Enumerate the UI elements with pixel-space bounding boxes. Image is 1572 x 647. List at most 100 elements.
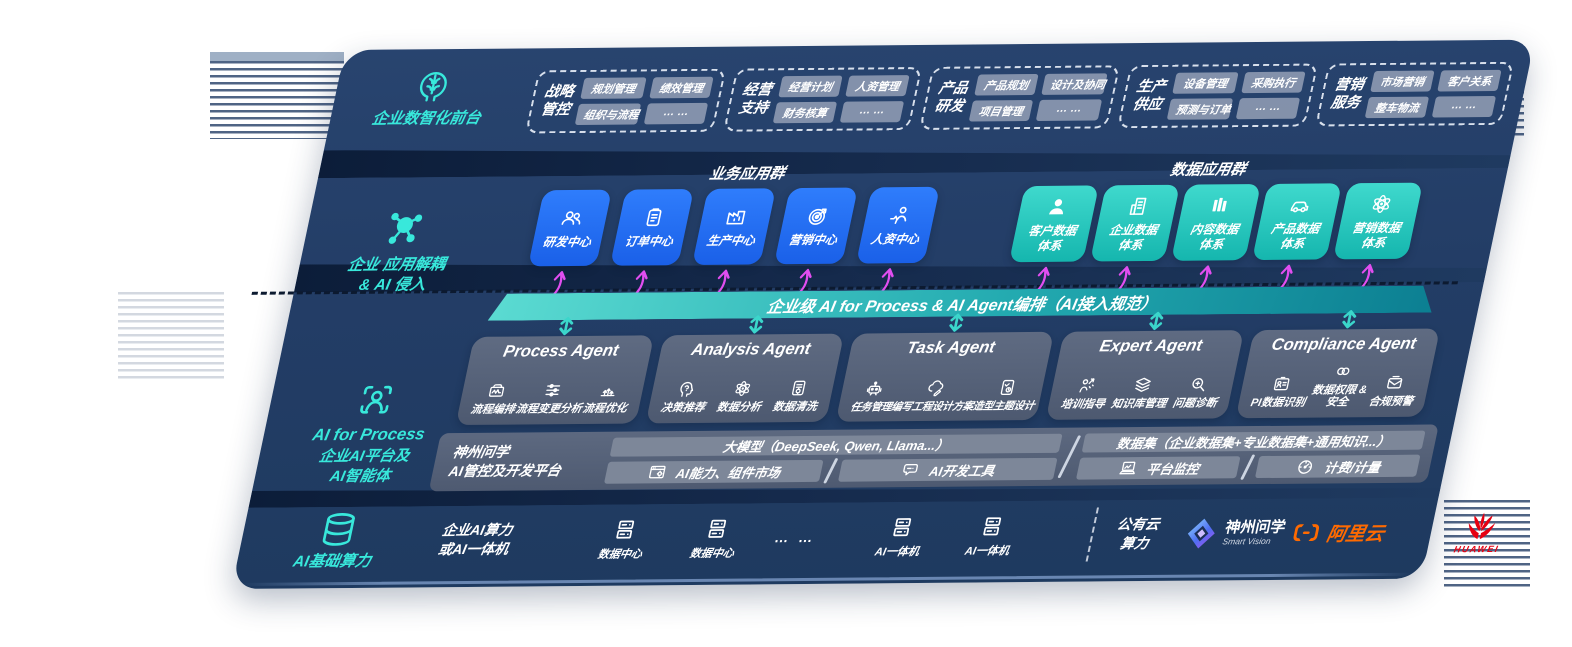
platform-label: 神州问学 AI管控及开发平台 [447,443,563,480]
tile-wrap: 订单中心 [609,188,695,310]
platform-model-section: 大模型（DeepSeek, Qwen, Llama...） AI能力、组件市场 … [603,433,1063,484]
module-pill: 人资管理 [845,75,910,97]
dataset-bar: 数据集（企业数据集+专业数据集+通用知识...） [1081,430,1426,453]
node-label: AI一体机 [963,544,1011,558]
link-rings-icon [1331,361,1355,381]
module-pill: 设备管理 [1172,72,1239,94]
tile-marketing-data: 营销数据 体系 [1332,182,1423,260]
enterprise-compute-label: 企业AI算力 或AI一体机 [436,521,515,558]
agent-item: 编写工程设计方案 [890,377,979,413]
infra-label: AI基础算力 [291,552,373,571]
agent-title: Expert Agent [1098,336,1204,356]
agent-item-label: 流程编排 [469,403,516,417]
module-pill: 组织与流程 [574,103,642,125]
tile-label: 生产中心 [705,233,757,249]
diagnose-icon [1187,375,1211,395]
agent-item: 合规预警 [1367,373,1419,409]
group-title: 营销 服务 [1329,77,1366,111]
agent-items: 任务管理 编写工程设计方案 造型主题设计 [845,361,1040,414]
rail-infrastructure: AI基础算力 [270,509,403,572]
layers-icon [1131,375,1155,395]
front-office-groups: 战略 管控 规划管理 绩效管理 组织与流程 … … 经营 支持 经营计划 人资管… [525,61,1515,134]
module-pill: 项目管理 [968,99,1034,122]
tile-label: 订单中心 [623,234,675,249]
ai-appliance-node: AI一体机 [861,513,940,559]
brain-icon [409,65,457,105]
agent-item: 流程变更分析 [514,380,588,416]
tile-wrap: 客户数据 体系 [1008,185,1099,307]
tile-label: 企业数据 体系 [1107,223,1159,252]
agent-item-label: 造型主题设计 [971,399,1036,413]
shenzhou-wenxue-logo: 神州问学 Smart Vision [1181,516,1298,551]
module-pill: 客户关系 [1437,69,1502,92]
person-frame-icon [352,380,400,420]
agent-item-label: 任务管理 [849,401,893,414]
model-bar: 大模型（DeepSeek, Qwen, Llama...） [609,433,1063,457]
agent-process: Process Agent 流程编排 流程变更分析 流程优化 [455,316,655,426]
agent-boxes: Process Agent 流程编排 流程变更分析 流程优化 Analysis … [455,310,1441,426]
module-pill: 财务核算 [772,101,838,124]
platform-cells: AI能力、组件市场 AI开发工具 [603,457,1058,484]
public-cloud-label: 公有云 算力 [1115,516,1162,552]
target-icon [803,204,832,228]
gauge-icon [1294,457,1318,477]
agent-item-label: 数据权限 & 安全 [1310,383,1369,409]
person-wave-icon [885,203,914,227]
agent-item-label: 流程变更分析 [514,403,583,416]
tile-wrap: 营销中心 [773,187,858,309]
teal-double-arrow-icon [749,315,764,334]
agent-item-label: 流程优化 [581,402,628,416]
module-pill: … … [839,101,905,123]
ai-capability-market-cell: AI能力、组件市场 [603,459,824,484]
car-icon [1286,193,1315,217]
agent-item: 造型主题设计 [972,377,1041,413]
infrastructure-row: AI基础算力 企业AI算力 或AI一体机 数据中心 数据中心 … … AI一体机… [268,492,1543,581]
front-group-production: 生产 供应 设备管理 采购执行 预测与订单 … … [1117,63,1319,129]
head-chat-icon [675,379,699,399]
module-pill: 规划管理 [580,77,647,99]
group-pills: 规划管理 绩效管理 组织与流程 … … [574,76,714,125]
module-pill: 经营计划 [778,75,843,98]
factory-icon [721,205,750,229]
alicloud-brackets-icon [1288,517,1324,547]
server-icon [610,516,641,542]
module-pill: 采购执行 [1241,71,1306,94]
chat-tool-icon [899,460,923,480]
front-group-marketing: 营销 服务 市场营销 客户关系 整车物流 … … [1315,61,1515,127]
user-icon [1043,195,1072,219]
node-label: 数据中心 [688,547,736,560]
datacenter-node: 数据中心 [584,516,663,562]
tile-label: 内容数据 体系 [1188,222,1240,252]
database-icon [314,510,362,550]
group-title: 战略 管控 [539,84,576,118]
cell-label: AI开发工具 [927,462,997,479]
agent-item-label: 决策推荐 [659,402,706,415]
front-office-label: 企业数智化前台 [370,109,483,128]
tile-label: 产品数据 体系 [1269,221,1321,251]
billing-cell: 计费/计量 [1255,454,1421,479]
data-apps-title: 数据应用群 [1168,161,1248,179]
agent-item: 决策推荐 [659,379,711,415]
agent-item: 数据清洗 [771,378,823,414]
agent-title: Process Agent [501,341,621,361]
columns-icon [1205,193,1234,217]
agent-analysis: Analysis Agent 决策推荐 数据分析 数据清洗 [645,315,845,424]
window-gear-icon [645,462,669,482]
tile-production-center: 生产中心 [691,188,777,265]
agent-item: PI数据识别 [1249,374,1311,410]
server-icon [702,515,733,541]
datacenter-node: 数据中心 [676,515,755,561]
rail-front-office: 企业数智化前台 [349,65,513,131]
stripe-decoration-left-mid [118,292,224,380]
agent-item-label: 知识库管理 [1109,398,1168,411]
module-pill: 设计及协同 [1041,73,1108,95]
mail-alert-icon [1383,373,1407,393]
logo-name: 神州问学 [1223,518,1288,537]
slash-divider [1240,454,1256,481]
agent-item: 知识库管理 [1110,375,1173,411]
node-label: 数据中心 [596,547,644,561]
cell-label: 平台监控 [1145,461,1201,477]
atom-icon [731,379,755,399]
szwx-diamond-icon [1181,516,1222,550]
module-pill: 预测与订单 [1166,98,1234,120]
